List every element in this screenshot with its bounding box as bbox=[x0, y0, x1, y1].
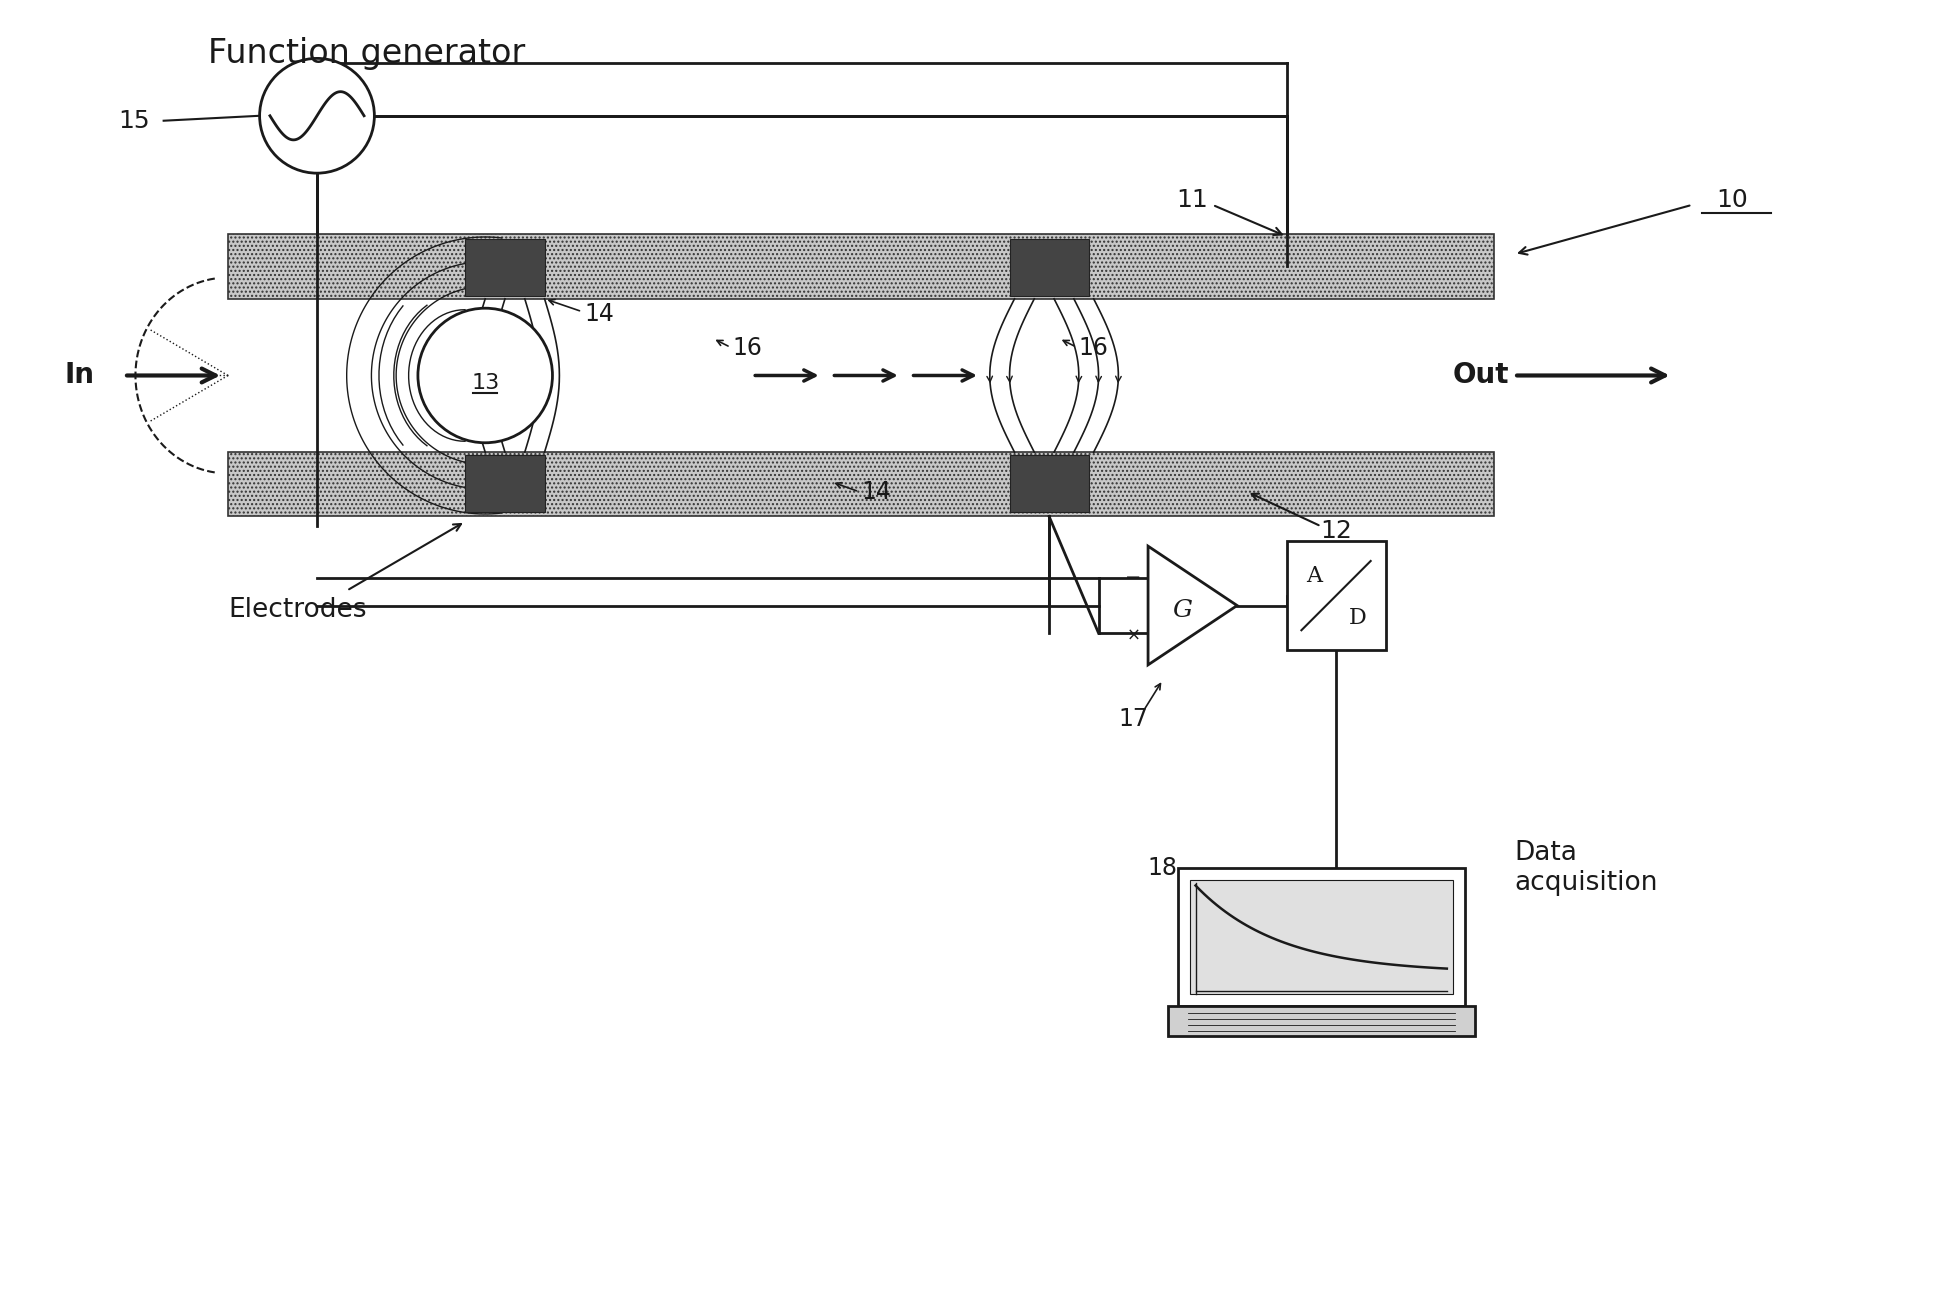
Bar bbox=[228, 235, 1495, 299]
Text: 15: 15 bbox=[118, 108, 149, 133]
Bar bbox=[1189, 879, 1452, 994]
Bar bbox=[465, 239, 544, 296]
Text: 16: 16 bbox=[732, 336, 763, 360]
Text: Function generator: Function generator bbox=[207, 37, 525, 69]
Text: In: In bbox=[64, 362, 95, 389]
Bar bbox=[228, 452, 1495, 516]
Text: 12: 12 bbox=[1320, 520, 1351, 543]
Text: ×: × bbox=[1127, 626, 1140, 644]
Text: 10: 10 bbox=[1715, 188, 1748, 212]
Bar bbox=[1009, 454, 1088, 512]
Bar bbox=[1177, 867, 1466, 1006]
Text: Data
acquisition: Data acquisition bbox=[1514, 840, 1657, 896]
Circle shape bbox=[418, 308, 552, 443]
Bar bbox=[1287, 541, 1386, 650]
Bar bbox=[465, 454, 544, 512]
Text: 17: 17 bbox=[1119, 708, 1148, 731]
Text: Electrodes: Electrodes bbox=[228, 597, 366, 623]
Text: 13: 13 bbox=[470, 374, 499, 393]
Bar bbox=[1167, 1006, 1475, 1036]
Bar bbox=[228, 299, 1495, 452]
Text: −: − bbox=[1125, 568, 1142, 588]
Text: G: G bbox=[1173, 599, 1193, 622]
Text: 16: 16 bbox=[1078, 336, 1109, 360]
Text: 18: 18 bbox=[1148, 855, 1177, 880]
Text: 14: 14 bbox=[585, 302, 614, 325]
Text: D: D bbox=[1349, 607, 1367, 629]
Text: 14: 14 bbox=[862, 479, 891, 504]
Text: Out: Out bbox=[1452, 362, 1510, 389]
Text: A: A bbox=[1307, 564, 1322, 586]
Circle shape bbox=[259, 59, 374, 174]
Polygon shape bbox=[1148, 546, 1237, 665]
Text: 11: 11 bbox=[1177, 188, 1208, 212]
Bar bbox=[1009, 239, 1088, 296]
